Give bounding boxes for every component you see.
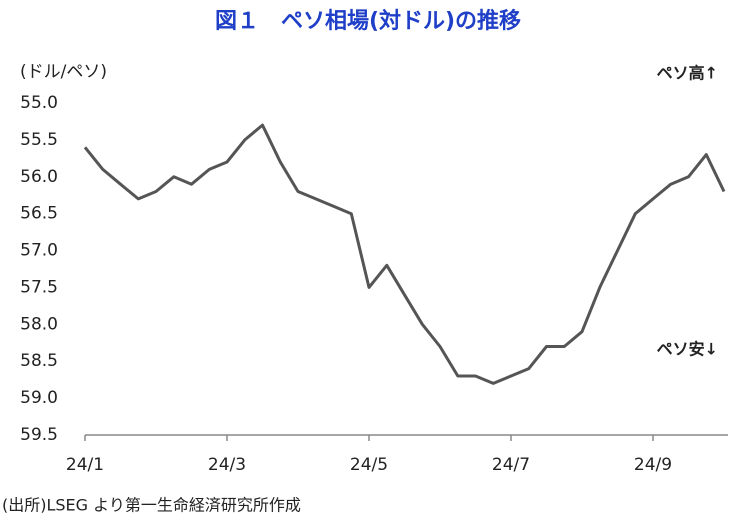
y-tick-label: 58.5: [20, 351, 58, 371]
y-tick-label: 59.5: [20, 425, 58, 445]
x-tick-label: 24/9: [634, 455, 672, 475]
y-tick-label: 56.5: [20, 204, 58, 224]
annotation: ペソ高↑: [657, 64, 718, 83]
y-tick-label: 58.0: [20, 314, 58, 334]
y-axis-label: (ドル/ペソ): [20, 62, 107, 82]
y-tick-label: 56.0: [20, 167, 58, 187]
y-tick-label: 59.0: [20, 388, 58, 408]
y-tick-label: 57.5: [20, 277, 58, 297]
x-tick-label: 24/1: [66, 455, 104, 475]
source-note: (出所)LSEG より第一生命経済研究所作成: [2, 496, 301, 515]
x-tick-label: 24/7: [492, 455, 530, 475]
annotation: ペソ安↓: [657, 340, 718, 359]
x-tick-label: 24/5: [350, 455, 388, 475]
chart-title: 図１ ペソ相場(対ドル)の推移: [215, 8, 521, 34]
x-tick-label: 24/3: [208, 455, 246, 475]
y-tick-label: 55.5: [20, 130, 58, 150]
y-tick-label: 57.0: [20, 241, 58, 261]
price-line: [83, 123, 726, 385]
y-tick-label: 55.0: [20, 93, 58, 113]
